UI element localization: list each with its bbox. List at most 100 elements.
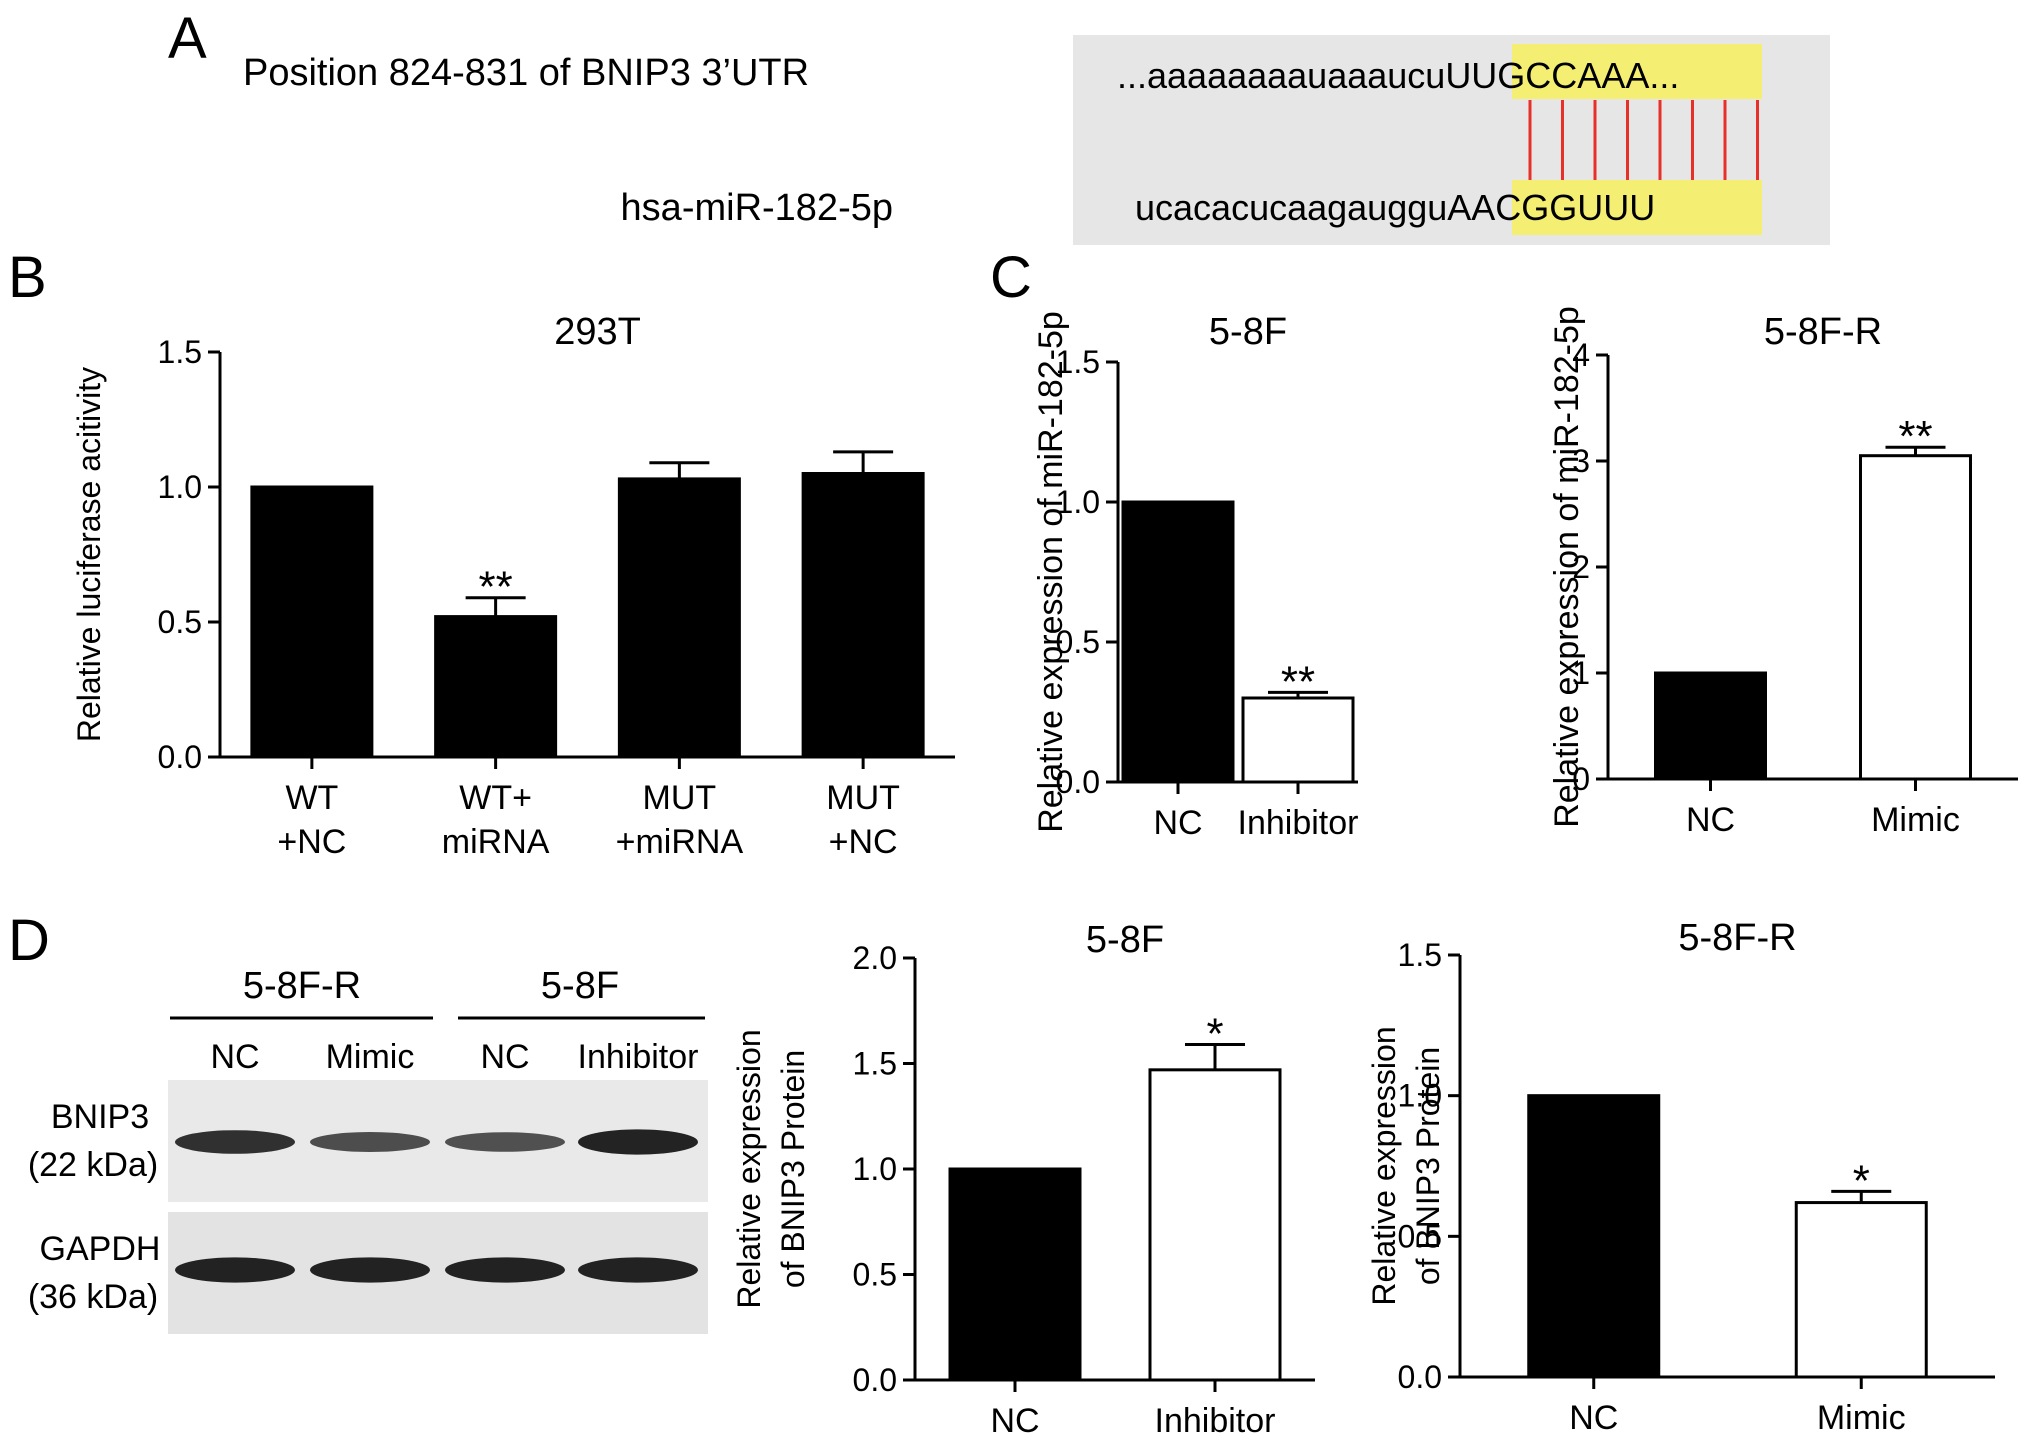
bar xyxy=(1654,671,1767,781)
bar xyxy=(1859,454,1972,781)
y-tick-label: 0.5 xyxy=(1056,624,1100,660)
y-tick-label: 0.0 xyxy=(1056,764,1100,800)
y-tick-label: 4 xyxy=(1572,337,1590,373)
utr-position-label: Position 824-831 of BNIP3 3’UTR xyxy=(243,52,809,94)
x-tick-label: WT xyxy=(285,779,338,817)
bar xyxy=(1794,1201,1928,1379)
bar xyxy=(434,615,558,759)
mirna-name-label: hsa-miR-182-5p xyxy=(621,187,893,229)
significance-marker: ** xyxy=(479,563,513,612)
blot-group-label: 5-8F xyxy=(541,965,619,1007)
x-tick-label: Mimic xyxy=(1871,801,1960,839)
blot-lane-label: Mimic xyxy=(326,1038,415,1076)
bar xyxy=(617,477,741,759)
x-tick-label: NC xyxy=(1153,804,1202,842)
y-tick-label: 1.5 xyxy=(1398,937,1442,973)
panel-letter-c: C xyxy=(990,245,1032,310)
blot-protein-size: (22 kDa) xyxy=(28,1146,158,1184)
seed-highlight-bottom xyxy=(1512,180,1762,235)
significance-marker: * xyxy=(1206,1010,1223,1059)
chart-293t-luciferase: 0.0 0.5 1.0 1.5 293T Relative luciferase acit… xyxy=(71,311,955,861)
chart-title: 5-8F-R xyxy=(1764,311,1882,353)
y-tick-label: 0.0 xyxy=(1398,1359,1442,1395)
y-tick-label: 1.0 xyxy=(1056,484,1100,520)
bar xyxy=(1148,1068,1282,1382)
seed-highlight-top xyxy=(1512,44,1762,99)
y-tick-label: 1.0 xyxy=(1398,1078,1442,1114)
bar xyxy=(1121,500,1235,784)
chart-title: 5-8F xyxy=(1086,919,1164,961)
panel-a: A Position 824-831 of BNIP3 3’UTR hsa-mi… xyxy=(168,6,1830,245)
y-tick-label: 0.0 xyxy=(853,1362,897,1398)
bar xyxy=(801,472,925,759)
blot-band xyxy=(445,1257,565,1283)
x-tick-label: WT+ xyxy=(459,779,532,817)
chart-5-8f-r-bnip3-protein: 0.0 0.5 1.0 1.5 5-8F-R Relative expression of … xyxy=(1366,917,1995,1437)
base-pair-lines xyxy=(1528,100,1759,180)
blot-band xyxy=(310,1132,430,1152)
blot-protein-size: (36 kDa) xyxy=(28,1278,158,1316)
y-axis-label: Relative expression xyxy=(1366,1026,1402,1305)
blot-protein-name: BNIP3 xyxy=(51,1098,149,1136)
y-axis-label: of BNIP3 Protein xyxy=(1410,1047,1446,1285)
y-axis-label: of BNIP3 Protein xyxy=(775,1050,811,1288)
x-tick-label: MUT xyxy=(643,779,717,817)
blot-lane-label: NC xyxy=(210,1038,259,1076)
x-tick-label: +miRNA xyxy=(616,823,744,861)
y-axis-label: Relative expression of miR-182-5p xyxy=(1032,311,1070,833)
y-tick-label: 0.5 xyxy=(1398,1218,1442,1254)
chart-5-8f-mir-expression: 0.0 0.5 1.0 1.5 5-8F Relative expression of m… xyxy=(1032,311,1358,842)
utr-seq-suffix: ... xyxy=(1649,55,1679,96)
blot-lane-label: NC xyxy=(480,1038,529,1076)
y-tick-label: 1.0 xyxy=(158,469,202,505)
blot-band xyxy=(578,1257,698,1283)
chart-title: 5-8F xyxy=(1209,311,1287,353)
y-tick-label: 2.0 xyxy=(853,940,897,976)
blot-protein-name: GAPDH xyxy=(40,1230,161,1268)
x-tick-label: NC xyxy=(1569,1399,1618,1437)
y-tick-label: 1.5 xyxy=(1056,344,1100,380)
blot-band xyxy=(310,1257,430,1283)
panel-letter-a: A xyxy=(168,6,207,71)
x-tick-label: Inhibitor xyxy=(1155,1402,1276,1440)
utr-seq-prefix: ...aaaaaaaauaaaucu xyxy=(1117,55,1445,96)
x-tick-label: NC xyxy=(990,1402,1039,1440)
x-tick-label: miRNA xyxy=(442,823,550,861)
utr-seq-seed: UUGCCAAA xyxy=(1445,55,1649,96)
mirna-seq-prefix: ucacacucaagauggu xyxy=(1135,187,1447,228)
y-tick-label: 3 xyxy=(1572,443,1590,479)
x-tick-label: +NC xyxy=(277,823,346,861)
y-tick-label: 1 xyxy=(1572,655,1590,691)
x-tick-label: MUT xyxy=(826,779,900,817)
blot-band xyxy=(445,1132,565,1152)
y-tick-label: 1.5 xyxy=(853,1046,897,1082)
y-tick-label: 1.0 xyxy=(853,1151,897,1187)
blot-band xyxy=(578,1129,698,1155)
y-axis-label: Relative expression of miR-182-5p xyxy=(1548,306,1586,828)
utr-sequence: ...aaaaaaaauaaaucuUUGCCAAA... xyxy=(1117,55,1679,96)
western-blot: 5-8F-R 5-8F NC Mimic NC Inhibitor BNIP3 (22 kDa… xyxy=(28,965,708,1334)
chart-5-8f-r-mir-expression: 0 1 2 3 4 5-8F-R Relative expression of miR-18… xyxy=(1548,306,2018,839)
significance-marker: ** xyxy=(1898,412,1932,461)
chart-5-8f-bnip3-protein: 0.0 0.5 1.0 1.5 2.0 5-8F Relative expression of… xyxy=(731,919,1315,1440)
significance-marker: ** xyxy=(1281,657,1315,706)
x-tick-label: +NC xyxy=(829,823,898,861)
significance-marker: * xyxy=(1853,1156,1870,1205)
bar xyxy=(1527,1094,1661,1379)
y-axis-label: Relative expression xyxy=(731,1029,767,1308)
chart-title: 293T xyxy=(554,311,641,353)
x-tick-label: Inhibitor xyxy=(1238,804,1359,842)
blot-band xyxy=(175,1257,295,1283)
y-tick-label: 0 xyxy=(1572,761,1590,797)
mirna-seq-seed: AACGGUUU xyxy=(1447,187,1655,228)
blot-band xyxy=(175,1130,295,1154)
x-tick-label: Mimic xyxy=(1817,1399,1906,1437)
bar xyxy=(1241,696,1355,784)
panel-letter-b: B xyxy=(8,245,47,310)
y-tick-label: 0.5 xyxy=(158,604,202,640)
panel-letter-d: D xyxy=(8,908,50,973)
bar xyxy=(948,1167,1082,1382)
y-tick-label: 1.5 xyxy=(158,334,202,370)
chart-title: 5-8F-R xyxy=(1678,917,1796,959)
